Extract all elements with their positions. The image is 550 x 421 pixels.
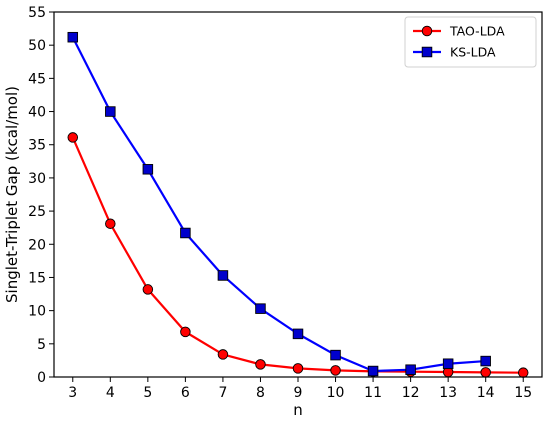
x-tick-label: 7 <box>218 385 227 401</box>
axes: 3 4 5 6 7 8 9 10 11 12 13 14 15051015202530354045505… <box>28 5 532 401</box>
y-tick-label: 35 <box>28 138 46 154</box>
tao-lda-point <box>105 218 116 229</box>
y-tick-label: 5 <box>37 337 46 353</box>
x-tick-label: 5 <box>143 385 152 401</box>
legend-item-tao-lda: TAO-LDA <box>413 24 505 39</box>
tao-lda-point <box>255 359 266 370</box>
ks-lda-point <box>217 270 229 281</box>
plot-area <box>67 31 529 378</box>
tao-lda-point <box>180 326 191 338</box>
legend-box <box>404 16 537 68</box>
series-tao-lda <box>67 132 529 378</box>
x-tick-label: 6 <box>181 385 190 401</box>
tao-lda-point <box>67 132 79 143</box>
y-axis-label: Singlet-Triplet Gap (kcal/mol) <box>3 86 21 303</box>
tao-lda-point <box>142 284 154 295</box>
x-tick-label: 13 <box>439 385 457 401</box>
x-tick-label: 4 <box>106 385 115 401</box>
x-tick-label: 14 <box>477 385 495 401</box>
ks-lda-point <box>67 31 79 43</box>
y-tick-label: 30 <box>28 171 46 187</box>
ks-lda-point <box>255 303 266 314</box>
y-tick-label: 0 <box>37 370 46 386</box>
ks-lda-point <box>480 355 491 367</box>
x-tick-label: 10 <box>327 385 345 401</box>
ks-lda-point <box>405 364 416 375</box>
tao-lda-point <box>292 363 304 374</box>
x-tick-label: 3 <box>68 385 77 401</box>
ks-lda-point <box>105 106 116 117</box>
legend-item-ks-lda: KS-LDA <box>413 45 496 60</box>
legend-marker-ks-lda <box>421 46 433 58</box>
ks-lda-line <box>71 36 486 373</box>
series-ks-lda <box>67 31 491 377</box>
x-axis-label: n <box>293 401 303 419</box>
x-tick-label: 8 <box>256 385 265 401</box>
tao-lda-point <box>517 367 529 378</box>
ks-lda-point <box>180 227 191 239</box>
legend-label-tao-lda: TAO-LDA <box>449 24 505 39</box>
ks-lda-point <box>330 349 341 361</box>
y-tick-label: 20 <box>28 237 46 253</box>
tao-lda-point <box>330 365 341 376</box>
x-tick-label: 12 <box>402 385 420 401</box>
ks-lda-point <box>367 365 379 377</box>
tao-lda-point <box>217 349 229 360</box>
x-tick-label: 15 <box>514 385 532 401</box>
legend: TAO-LDA KS-LDA <box>404 16 537 68</box>
y-tick-label: 25 <box>28 204 46 220</box>
y-tick-label: 45 <box>28 71 46 87</box>
y-tick-label: 55 <box>28 5 46 21</box>
y-tick-label: 50 <box>28 38 46 54</box>
y-tick-label: 40 <box>28 105 46 121</box>
y-tick-label: 15 <box>28 270 46 286</box>
legend-label-ks-lda: KS-LDA <box>450 45 496 60</box>
ks-lda-point <box>442 358 454 369</box>
tao-lda-point <box>480 367 491 378</box>
x-tick-label: 11 <box>364 385 382 401</box>
legend-marker-tao-lda <box>421 25 433 37</box>
ks-lda-point <box>292 328 304 340</box>
ks-lda-point <box>142 164 154 175</box>
y-tick-label: 10 <box>28 304 46 320</box>
x-tick-label: 9 <box>294 385 303 401</box>
